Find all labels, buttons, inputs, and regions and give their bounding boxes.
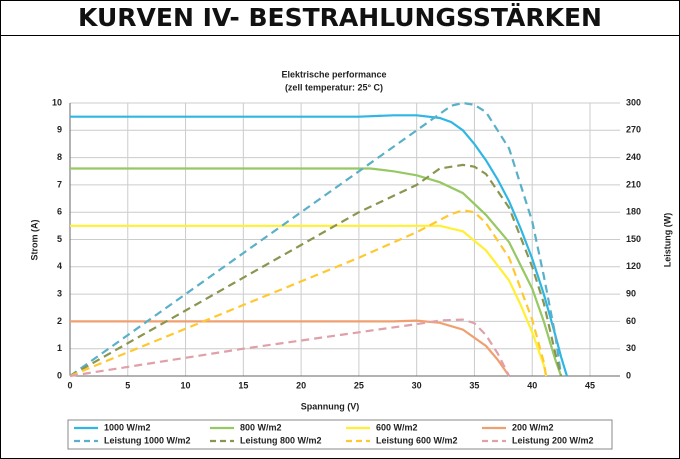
- legend-label: Leistung 1000 W/m2: [104, 435, 191, 445]
- y2-tick-label: 240: [626, 152, 641, 162]
- page-title: KURVEN IV- BESTRAHLUNGSSTÄRKEN: [0, 0, 680, 36]
- y2-tick-label: 150: [626, 234, 641, 244]
- x-tick-label: 10: [181, 380, 191, 390]
- chart-subtitle: (zell temperatur: 25° C): [285, 82, 383, 92]
- y2-tick-label: 270: [626, 125, 641, 135]
- line: [69, 209, 548, 378]
- x-tick-label: 0: [67, 380, 72, 390]
- line: [69, 163, 563, 377]
- y2-tick-label: 180: [626, 207, 641, 217]
- y-tick-label: 4: [57, 261, 62, 271]
- x-tick-label: 20: [296, 380, 306, 390]
- y-tick-label: 9: [57, 125, 62, 135]
- x-tick-label: 15: [238, 380, 248, 390]
- line: [70, 114, 568, 377]
- line: [70, 167, 563, 377]
- legend-label: Leistung 200 W/m2: [512, 435, 594, 445]
- legend-label: 1000 W/m2: [104, 422, 151, 432]
- legend-label: 600 W/m2: [376, 422, 418, 432]
- legend-box: [67, 419, 613, 450]
- line: [70, 224, 548, 377]
- line: [70, 319, 511, 377]
- y-tick-label: 2: [57, 316, 62, 326]
- x-tick-label: 45: [585, 380, 595, 390]
- y2-tick-label: 210: [626, 179, 641, 189]
- y-tick-label: 7: [57, 179, 62, 189]
- x-tick-label: 25: [354, 380, 364, 390]
- y-tick-label: 0: [57, 370, 62, 380]
- y-tick-label: 3: [57, 288, 62, 298]
- chart-title: Elektrische performance: [281, 69, 386, 79]
- x-tick-label: 5: [125, 380, 130, 390]
- legend-label: 200 W/m2: [512, 422, 554, 432]
- y2-tick-label: 120: [626, 261, 641, 271]
- y2-tick-label: 30: [626, 343, 636, 353]
- legend-label: Leistung 800 W/m2: [240, 435, 322, 445]
- legend-label: Leistung 600 W/m2: [376, 435, 458, 445]
- line: [69, 101, 563, 377]
- line: [69, 318, 511, 378]
- y-tick-label: 5: [57, 234, 62, 244]
- legend-label: 800 W/m2: [240, 422, 282, 432]
- y-tick-label: 1: [57, 343, 62, 353]
- x-tick-label: 35: [469, 380, 479, 390]
- y-tick-label: 8: [57, 152, 62, 162]
- x-axis-label: Spannung (V): [301, 401, 360, 411]
- x-tick-label: 40: [527, 380, 537, 390]
- y-tick-label: 10: [52, 97, 62, 107]
- y2-tick-label: 60: [626, 316, 636, 326]
- y-tick-label: 6: [57, 207, 62, 217]
- y-axis-label: Strom (A): [29, 220, 39, 261]
- y2-tick-label: 90: [626, 288, 636, 298]
- y2-tick-label: 300: [626, 97, 641, 107]
- y2-axis-label: Leistung (W): [662, 213, 672, 268]
- y2-tick-label: 0: [626, 370, 631, 380]
- x-tick-label: 30: [412, 380, 422, 390]
